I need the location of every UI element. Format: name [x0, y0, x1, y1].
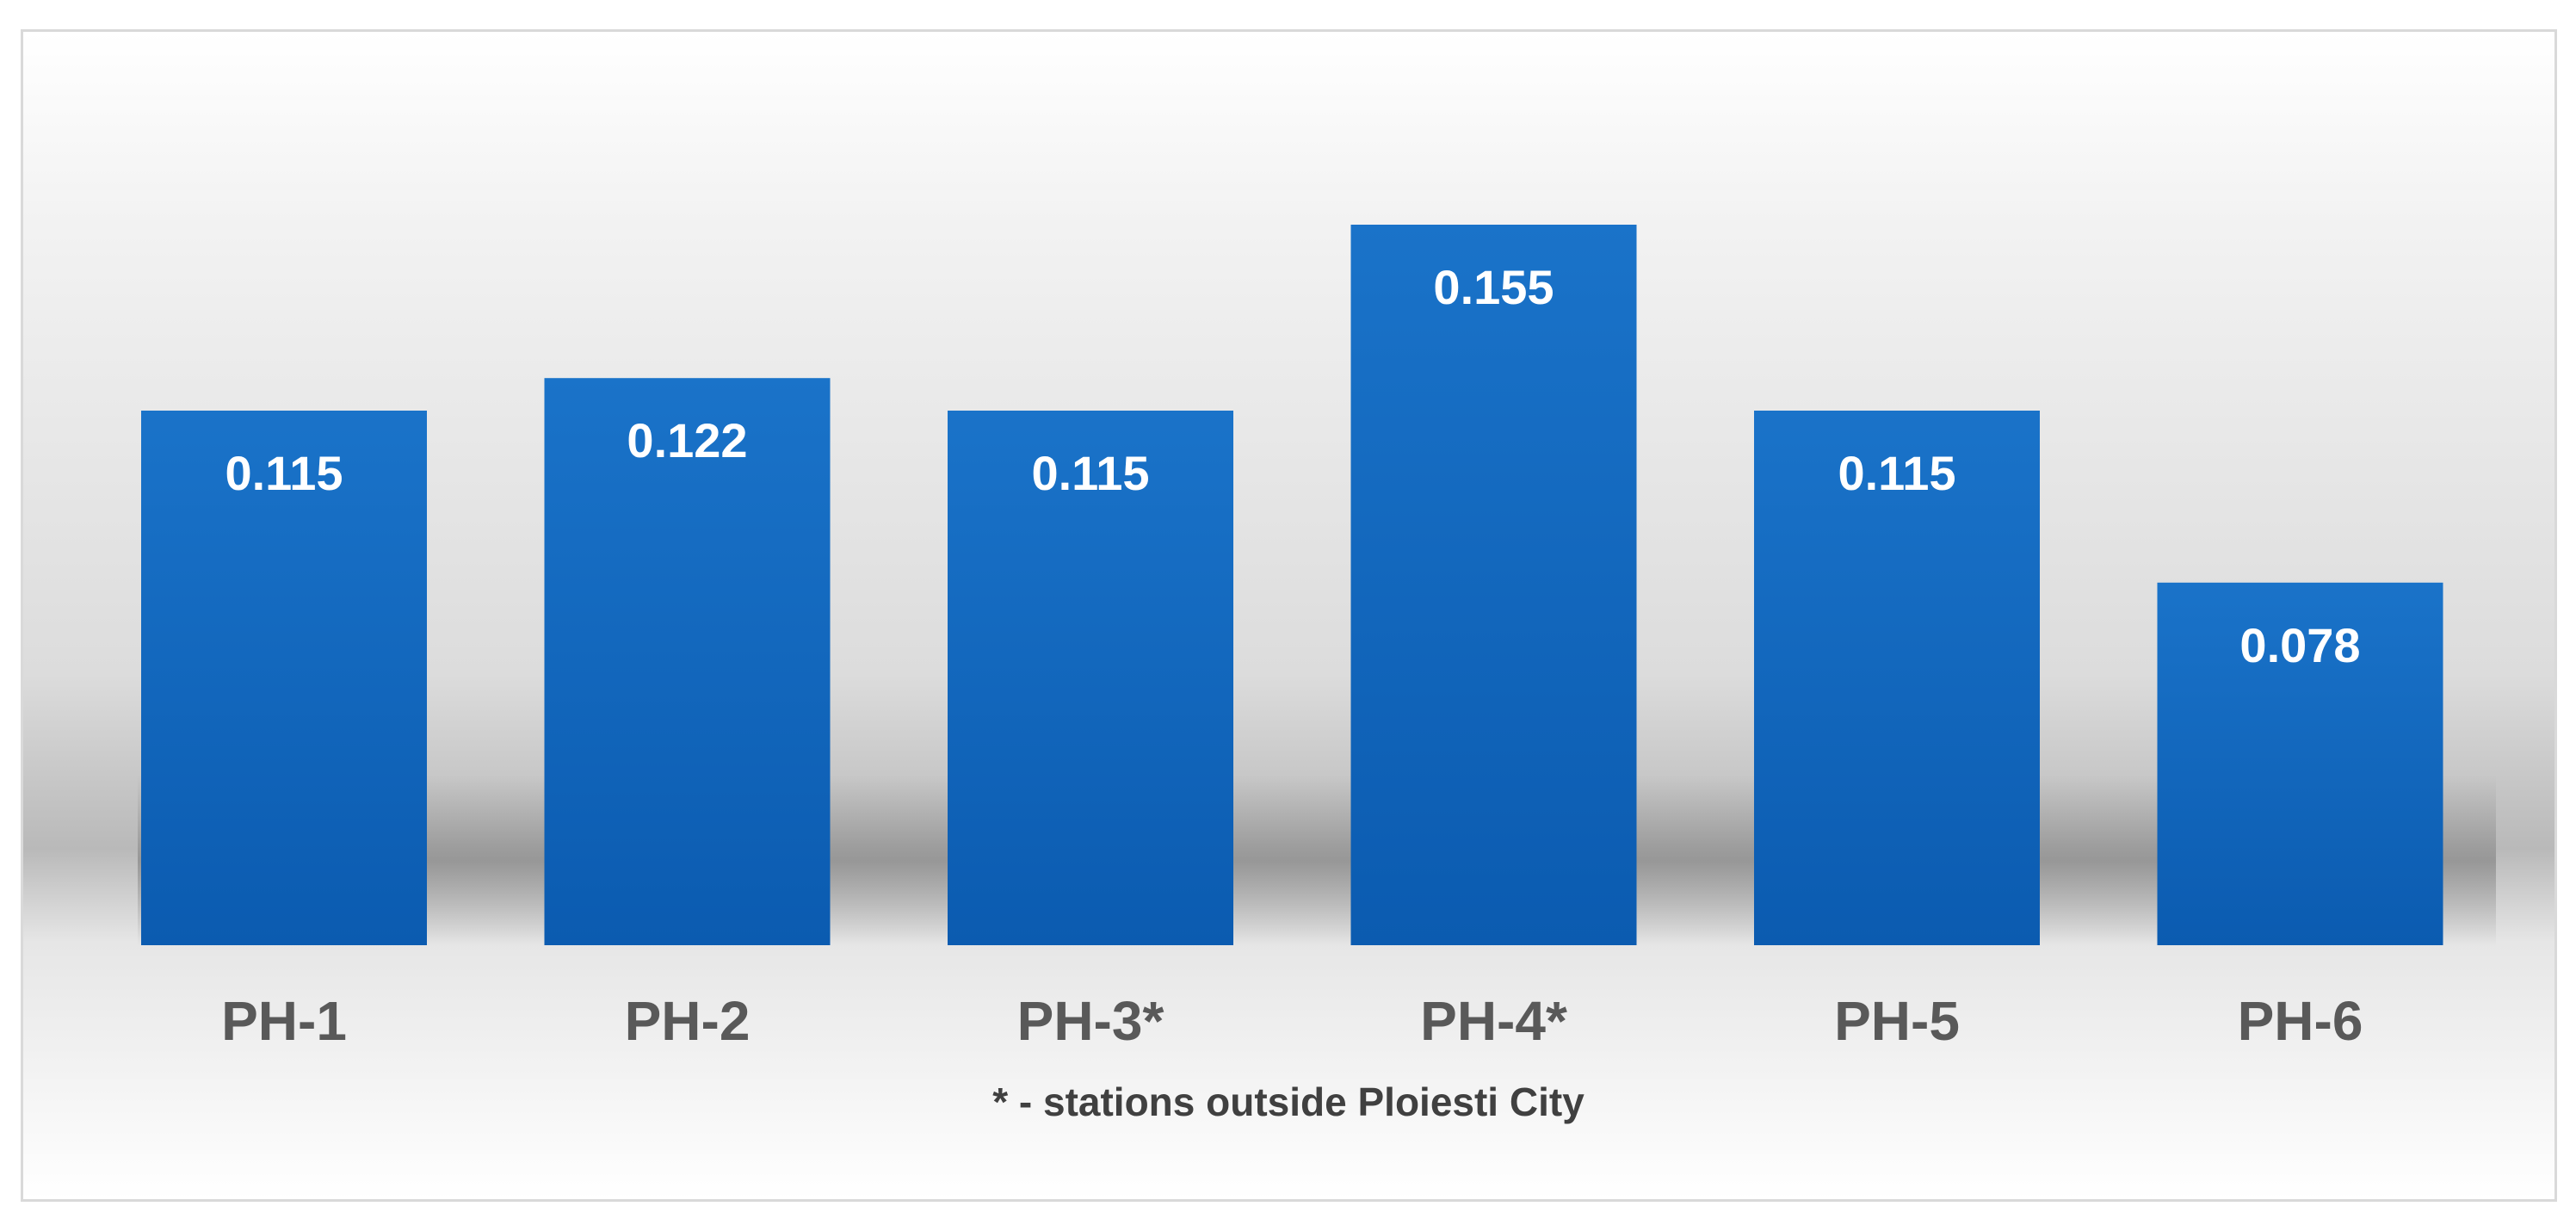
value-label: 0.115 [1838, 446, 1955, 500]
bar-ph-6 [2157, 582, 2443, 945]
chart-frame [21, 29, 2557, 1202]
value-labels: 0.115 0.122 0.115 0.155 0.115 0.078 [225, 260, 2360, 672]
bar-ph-2 [544, 378, 831, 945]
bar-ph-1 [141, 411, 427, 945]
category-label: PH-2 [625, 990, 751, 1052]
category-label: PH-3* [1017, 990, 1164, 1052]
floor-shadow [138, 775, 2496, 947]
footnote: * - stations outside Ploiesti City [992, 1079, 1585, 1124]
value-label: 0.078 [2239, 618, 2360, 672]
category-label: PH-5 [1834, 990, 1960, 1052]
category-labels: PH-1 PH-2 PH-3* PH-4* PH-5 PH-6 [221, 990, 2363, 1052]
value-label: 0.115 [225, 446, 343, 500]
category-label: PH-1 [221, 990, 347, 1052]
bars [141, 225, 2443, 945]
category-label: PH-6 [2238, 990, 2363, 1052]
bar-ph-4 [1350, 225, 1637, 945]
bar-ph-5 [1754, 411, 2040, 945]
value-label: 0.115 [1031, 446, 1149, 500]
bar-ph-3 [948, 411, 1233, 945]
value-label: 0.155 [1433, 260, 1554, 314]
plot-background [23, 32, 2554, 1199]
value-label: 0.122 [627, 413, 747, 467]
category-label: PH-4* [1420, 990, 1567, 1052]
